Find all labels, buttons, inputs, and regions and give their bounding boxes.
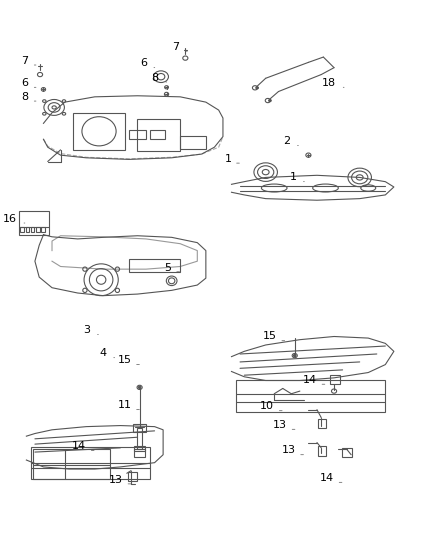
Text: 13: 13: [282, 446, 296, 456]
Bar: [133, 424, 146, 432]
Bar: [318, 446, 326, 456]
Text: 4: 4: [99, 349, 107, 359]
Bar: [19, 211, 49, 235]
Bar: [236, 381, 385, 413]
Text: 13: 13: [109, 475, 123, 484]
Bar: [25, 227, 29, 232]
Bar: [31, 447, 150, 479]
Text: 1: 1: [225, 154, 232, 164]
Text: 6: 6: [21, 78, 28, 88]
Bar: [36, 227, 39, 232]
Bar: [330, 375, 340, 384]
Text: 15: 15: [263, 332, 277, 342]
Bar: [74, 113, 125, 150]
Bar: [31, 227, 35, 232]
Bar: [318, 419, 326, 428]
Text: 16: 16: [3, 214, 17, 224]
Bar: [150, 130, 165, 139]
Bar: [342, 448, 353, 457]
Text: 15: 15: [117, 356, 131, 365]
Text: 7: 7: [21, 56, 28, 66]
Bar: [134, 449, 145, 457]
Text: 10: 10: [260, 401, 274, 411]
Ellipse shape: [138, 386, 141, 389]
Bar: [128, 472, 137, 481]
Text: 6: 6: [140, 59, 147, 68]
Text: 14: 14: [72, 441, 86, 451]
Bar: [33, 449, 110, 479]
Text: 2: 2: [283, 136, 290, 147]
Bar: [137, 428, 142, 449]
Text: 14: 14: [303, 375, 317, 385]
Text: 8: 8: [152, 72, 159, 83]
Text: 11: 11: [117, 400, 131, 410]
Bar: [41, 227, 45, 232]
Text: 7: 7: [172, 42, 179, 52]
Ellipse shape: [268, 100, 271, 102]
Bar: [138, 119, 180, 151]
Text: 1: 1: [290, 172, 297, 182]
Bar: [129, 130, 146, 139]
Bar: [180, 135, 206, 149]
Text: 18: 18: [322, 78, 336, 88]
Text: 3: 3: [84, 325, 91, 335]
Ellipse shape: [293, 354, 296, 357]
Bar: [21, 227, 24, 232]
Bar: [129, 259, 180, 272]
Text: 5: 5: [165, 263, 172, 272]
Bar: [134, 446, 145, 451]
Text: 13: 13: [273, 420, 287, 430]
Ellipse shape: [256, 87, 258, 89]
Text: 8: 8: [21, 92, 28, 102]
Text: 14: 14: [320, 473, 334, 483]
